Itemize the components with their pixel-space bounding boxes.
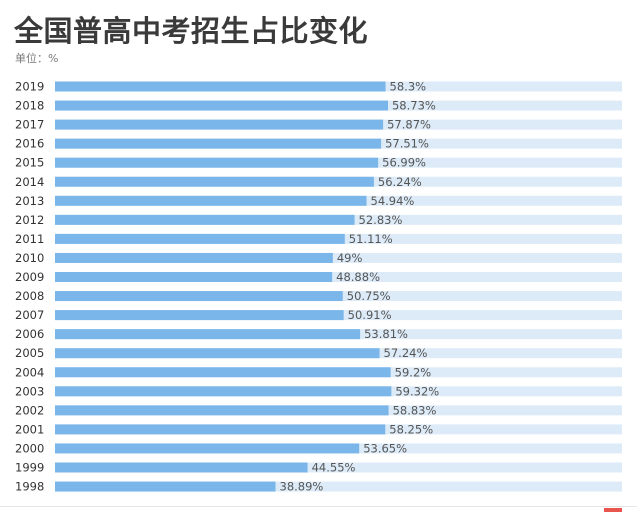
value-label: 38.89% (280, 480, 324, 494)
bar-2017 (55, 119, 384, 130)
year-label: 2007 (15, 308, 44, 322)
value-label: 50.75% (347, 289, 391, 303)
bar-2019 (55, 81, 386, 92)
year-label: 1999 (15, 461, 44, 475)
value-label: 53.81% (364, 327, 408, 341)
year-label: 2015 (15, 156, 44, 170)
bar-2016 (55, 138, 382, 149)
bar-2003 (55, 386, 392, 397)
year-label: 2019 (15, 80, 44, 94)
bar-2001 (55, 424, 386, 435)
year-label: 2010 (15, 251, 44, 265)
year-label: 2016 (15, 137, 44, 151)
value-label: 51.11% (349, 232, 393, 246)
bar-2005 (55, 348, 380, 359)
bar-2011 (55, 233, 345, 244)
year-label: 2006 (15, 327, 44, 341)
value-label: 54.94% (371, 194, 415, 208)
bar-2002 (55, 405, 389, 416)
year-label: 2005 (15, 346, 44, 360)
year-label: 2002 (15, 403, 44, 417)
value-label: 49% (337, 251, 363, 265)
year-label: 2004 (15, 365, 44, 379)
value-label: 58.73% (392, 99, 436, 113)
value-label: 50.91% (348, 308, 392, 322)
year-label: 2003 (15, 384, 44, 398)
year-label: 2008 (15, 289, 44, 303)
corner-accent (604, 508, 622, 512)
bar-2012 (55, 214, 355, 225)
unit-label: 单位：% (15, 52, 59, 65)
bar-2013 (55, 195, 367, 206)
bar-2006 (55, 329, 361, 340)
year-label: 2018 (15, 99, 44, 113)
bar-1999 (55, 462, 308, 473)
year-label: 2013 (15, 194, 44, 208)
bar-2004 (55, 367, 391, 378)
value-label: 52.83% (359, 213, 403, 227)
value-label: 58.83% (393, 403, 437, 417)
year-label: 2001 (15, 422, 44, 436)
bar-track (55, 252, 622, 263)
year-label: 2009 (15, 270, 44, 284)
bar-1998 (55, 481, 276, 492)
year-label: 2017 (15, 118, 44, 132)
value-label: 58.25% (389, 422, 433, 436)
bar-track (55, 272, 622, 282)
year-label: 2014 (15, 175, 44, 189)
value-label: 57.51% (385, 137, 429, 151)
value-label: 59.32% (395, 384, 439, 398)
value-label: 57.87% (387, 118, 431, 132)
value-label: 56.24% (378, 175, 422, 189)
value-label: 48.88% (336, 270, 380, 284)
year-label: 2011 (15, 232, 44, 246)
value-label: 56.99% (382, 156, 426, 170)
value-label: 58.3% (390, 80, 427, 94)
value-label: 57.24% (384, 346, 428, 360)
value-label: 44.55% (312, 461, 356, 475)
bar-2010 (55, 252, 333, 263)
year-label: 2000 (15, 441, 44, 455)
year-label: 2012 (15, 213, 44, 227)
bar-2015 (55, 157, 379, 168)
chart-title: 全国普高中考招生占比变化 (14, 14, 369, 48)
value-label: 59.2% (395, 365, 432, 379)
bar-2000 (55, 443, 360, 454)
bottom-divider (0, 506, 637, 507)
bar-2009 (55, 272, 333, 282)
value-label: 53.65% (363, 441, 407, 455)
bar-2007 (55, 310, 344, 321)
bar-track (55, 481, 622, 492)
bar-2014 (55, 176, 374, 187)
bar-2008 (55, 291, 343, 302)
year-label: 1998 (15, 480, 44, 494)
bar-track (55, 462, 622, 473)
bar-2018 (55, 100, 388, 111)
